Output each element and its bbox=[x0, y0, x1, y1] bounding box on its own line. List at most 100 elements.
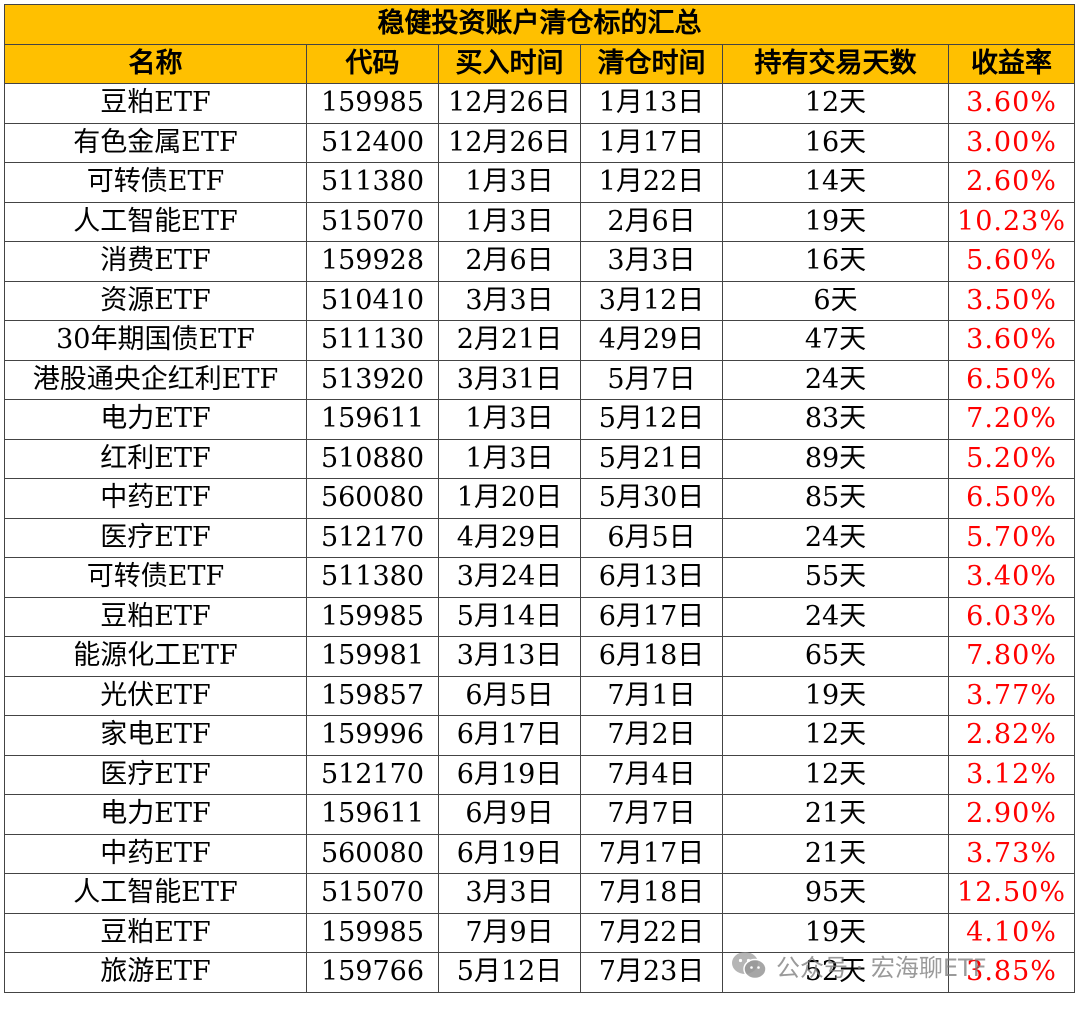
cell-return: 2.60% bbox=[947, 162, 1076, 203]
cell-holding-days: 19天 bbox=[722, 912, 949, 953]
cell-buy-date: 6月9日 bbox=[438, 794, 581, 835]
cell-name: 30年期国债ETF bbox=[4, 320, 307, 361]
cell-sell-date: 5月12日 bbox=[580, 399, 723, 440]
cell-buy-date: 4月29日 bbox=[438, 517, 581, 558]
cell-buy-date: 1月3日 bbox=[438, 162, 581, 203]
cell-name: 能源化工ETF bbox=[4, 636, 307, 677]
cell-holding-days: 83天 bbox=[722, 399, 949, 440]
table-row: 可转债ETF 511380 3月24日 6月13日 55天 3.40% bbox=[4, 557, 1076, 598]
cell-code: 159611 bbox=[306, 794, 439, 835]
cell-code: 515070 bbox=[306, 873, 439, 914]
cell-buy-date: 1月20日 bbox=[438, 478, 581, 519]
cell-holding-days: 12天 bbox=[722, 83, 949, 124]
table-row: 医疗ETF 512170 6月19日 7月4日 12天 3.12% bbox=[4, 754, 1076, 795]
cell-buy-date: 3月13日 bbox=[438, 636, 581, 677]
cell-sell-date: 7月1日 bbox=[580, 675, 723, 716]
cell-sell-date: 7月4日 bbox=[580, 754, 723, 795]
cell-buy-date: 3月31日 bbox=[438, 359, 581, 400]
cell-name: 消费ETF bbox=[4, 241, 307, 282]
cell-sell-date: 1月13日 bbox=[580, 83, 723, 124]
cell-return: 5.60% bbox=[947, 241, 1076, 282]
cell-buy-date: 6月17日 bbox=[438, 715, 581, 756]
cell-holding-days: 21天 bbox=[722, 794, 949, 835]
cell-buy-date: 2月21日 bbox=[438, 320, 581, 361]
cell-sell-date: 6月18日 bbox=[580, 636, 723, 677]
cell-holding-days: 6天 bbox=[722, 280, 949, 321]
table-title: 稳健投资账户清仓标的汇总 bbox=[3, 4, 1076, 45]
table-row: 可转债ETF 511380 1月3日 1月22日 14天 2.60% bbox=[4, 162, 1076, 203]
cell-buy-date: 5月12日 bbox=[438, 952, 581, 993]
cell-holding-days: 85天 bbox=[722, 478, 949, 519]
cell-name: 医疗ETF bbox=[4, 754, 307, 795]
cell-name: 豆粕ETF bbox=[4, 83, 307, 124]
cell-sell-date: 7月18日 bbox=[580, 873, 723, 914]
cell-code: 159611 bbox=[306, 399, 439, 440]
cell-return: 10.23% bbox=[947, 201, 1076, 242]
cell-sell-date: 7月7日 bbox=[580, 794, 723, 835]
cell-buy-date: 1月3日 bbox=[438, 399, 581, 440]
cell-code: 159857 bbox=[306, 675, 439, 716]
table-row: 旅游ETF 159766 5月12日 7月23日 52天 3.85% bbox=[4, 952, 1076, 993]
cell-return: 12.50% bbox=[947, 873, 1076, 914]
cell-code: 512170 bbox=[306, 754, 439, 795]
header-return: 收益率 bbox=[947, 43, 1076, 84]
cell-holding-days: 47天 bbox=[722, 320, 949, 361]
cell-name: 人工智能ETF bbox=[4, 873, 307, 914]
liquidation-table: 稳健投资账户清仓标的汇总 名称 代码 买入时间 清仓时间 持有交易天数 收益率 … bbox=[3, 4, 1076, 993]
cell-sell-date: 6月17日 bbox=[580, 596, 723, 637]
cell-holding-days: 89天 bbox=[722, 438, 949, 479]
cell-code: 560080 bbox=[306, 833, 439, 874]
cell-holding-days: 21天 bbox=[722, 833, 949, 874]
header-code: 代码 bbox=[306, 43, 439, 84]
cell-sell-date: 4月29日 bbox=[580, 320, 723, 361]
cell-return: 6.03% bbox=[947, 596, 1076, 637]
cell-return: 7.80% bbox=[947, 636, 1076, 677]
cell-buy-date: 3月24日 bbox=[438, 557, 581, 598]
cell-sell-date: 3月12日 bbox=[580, 280, 723, 321]
cell-name: 资源ETF bbox=[4, 280, 307, 321]
cell-name: 旅游ETF bbox=[4, 952, 307, 993]
table-row: 红利ETF 510880 1月3日 5月21日 89天 5.20% bbox=[4, 438, 1076, 479]
cell-buy-date: 1月3日 bbox=[438, 201, 581, 242]
cell-return: 3.77% bbox=[947, 675, 1076, 716]
table-row: 中药ETF 560080 6月19日 7月17日 21天 3.73% bbox=[4, 833, 1076, 874]
cell-code: 159996 bbox=[306, 715, 439, 756]
cell-return: 3.40% bbox=[947, 557, 1076, 598]
cell-buy-date: 7月9日 bbox=[438, 912, 581, 953]
cell-holding-days: 16天 bbox=[722, 241, 949, 282]
table-row: 豆粕ETF 159985 5月14日 6月17日 24天 6.03% bbox=[4, 596, 1076, 637]
cell-return: 6.50% bbox=[947, 478, 1076, 519]
table-row: 能源化工ETF 159981 3月13日 6月18日 65天 7.80% bbox=[4, 636, 1076, 677]
header-name: 名称 bbox=[4, 43, 307, 84]
summary-sheet: 稳健投资账户清仓标的汇总 名称 代码 买入时间 清仓时间 持有交易天数 收益率 … bbox=[3, 4, 1076, 993]
cell-sell-date: 5月30日 bbox=[580, 478, 723, 519]
cell-name: 医疗ETF bbox=[4, 517, 307, 558]
cell-name: 红利ETF bbox=[4, 438, 307, 479]
cell-return: 3.73% bbox=[947, 833, 1076, 874]
cell-code: 560080 bbox=[306, 478, 439, 519]
cell-code: 510410 bbox=[306, 280, 439, 321]
cell-return: 6.50% bbox=[947, 359, 1076, 400]
cell-buy-date: 6月5日 bbox=[438, 675, 581, 716]
cell-buy-date: 3月3日 bbox=[438, 280, 581, 321]
title-row: 稳健投资账户清仓标的汇总 bbox=[3, 4, 1076, 45]
cell-name: 可转债ETF bbox=[4, 162, 307, 203]
cell-code: 515070 bbox=[306, 201, 439, 242]
cell-code: 159766 bbox=[306, 952, 439, 993]
header-sell-date: 清仓时间 bbox=[580, 43, 723, 84]
cell-return: 2.90% bbox=[947, 794, 1076, 835]
table-row: 家电ETF 159996 6月17日 7月2日 12天 2.82% bbox=[4, 715, 1076, 756]
cell-name: 人工智能ETF bbox=[4, 201, 307, 242]
table-row: 中药ETF 560080 1月20日 5月30日 85天 6.50% bbox=[4, 478, 1076, 519]
cell-holding-days: 24天 bbox=[722, 517, 949, 558]
cell-sell-date: 7月17日 bbox=[580, 833, 723, 874]
cell-sell-date: 6月5日 bbox=[580, 517, 723, 558]
table-row: 医疗ETF 512170 4月29日 6月5日 24天 5.70% bbox=[4, 517, 1076, 558]
cell-holding-days: 24天 bbox=[722, 359, 949, 400]
table-row: 资源ETF 510410 3月3日 3月12日 6天 3.50% bbox=[4, 280, 1076, 321]
table-row: 豆粕ETF 159985 12月26日 1月13日 12天 3.60% bbox=[4, 83, 1076, 124]
cell-return: 2.82% bbox=[947, 715, 1076, 756]
cell-buy-date: 6月19日 bbox=[438, 754, 581, 795]
cell-holding-days: 12天 bbox=[722, 715, 949, 756]
cell-code: 511380 bbox=[306, 557, 439, 598]
